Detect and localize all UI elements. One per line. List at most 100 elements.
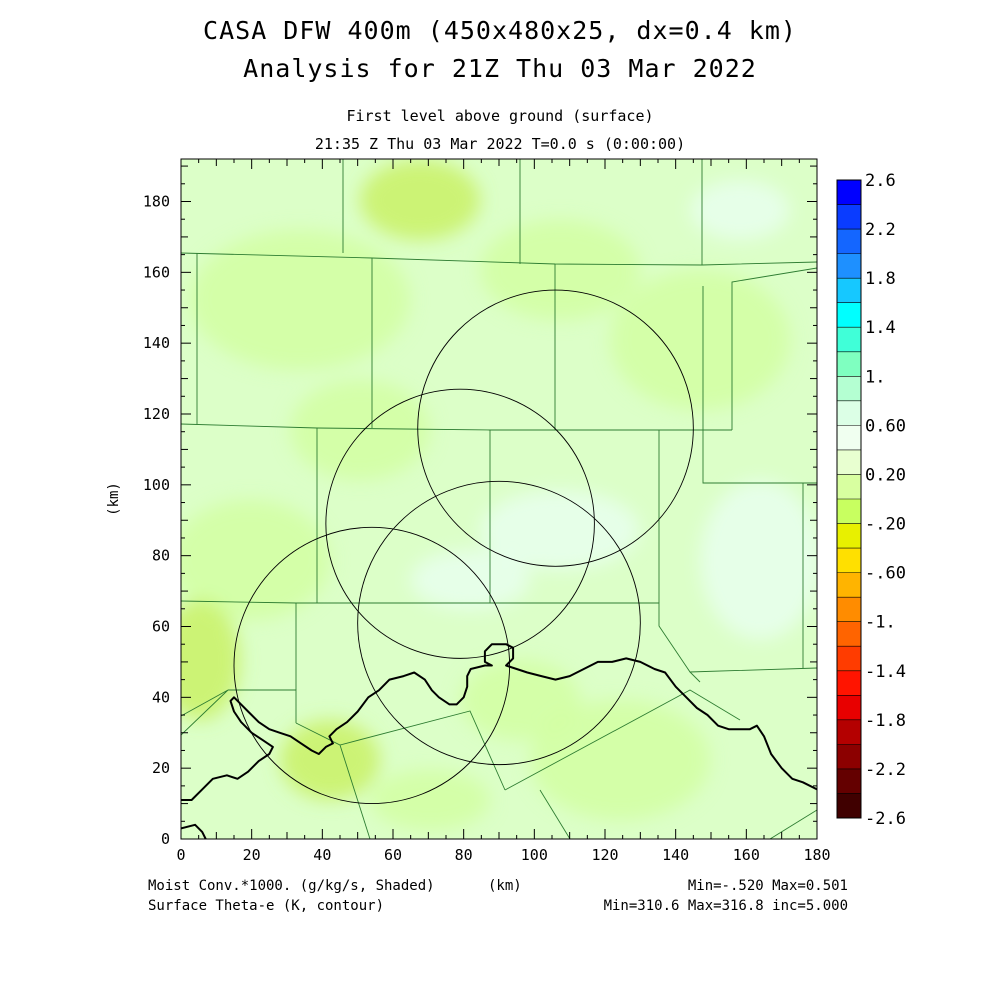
y-tick-label: 160 bbox=[143, 263, 170, 281]
county-line bbox=[702, 286, 817, 484]
colorbar-swatch bbox=[837, 695, 861, 721]
colorbar-label: 1. bbox=[865, 367, 885, 387]
colorbar-label: 1.4 bbox=[865, 318, 896, 338]
footer-field-label: Moist Conv.*1000. (g/kg/s, Shaded) bbox=[148, 878, 435, 894]
county-line bbox=[731, 267, 817, 430]
colorbar-swatch bbox=[837, 646, 861, 672]
shade-blob bbox=[410, 550, 530, 610]
colorbar-label: -2.6 bbox=[865, 809, 906, 829]
x-tick-label: 160 bbox=[733, 846, 760, 864]
radar-range-rings bbox=[233, 289, 694, 805]
colorbar-label: -1.8 bbox=[865, 711, 906, 731]
colorbar-swatch bbox=[837, 425, 861, 451]
county-line bbox=[504, 689, 741, 791]
shade-blob bbox=[460, 660, 580, 740]
colorbar-label: -2.2 bbox=[865, 760, 906, 780]
y-tick-label: 0 bbox=[161, 830, 170, 848]
shade-blob bbox=[700, 480, 817, 640]
y-axis: 0 20 40 60 80 100 120 140 160 180 bbox=[143, 165, 817, 848]
colorbar-swatch bbox=[837, 302, 861, 328]
colorbar-swatch bbox=[837, 768, 861, 794]
county-boundaries bbox=[181, 159, 817, 839]
theta-e-contour bbox=[181, 823, 207, 839]
colorbar-swatch bbox=[837, 499, 861, 525]
x-tick-label: 0 bbox=[176, 846, 185, 864]
y-tick-label: 80 bbox=[152, 547, 170, 565]
x-axis: 0 20 40 60 80 100 120 140 160 180 bbox=[176, 159, 831, 864]
county-line bbox=[539, 789, 571, 839]
x-tick-label: 40 bbox=[313, 846, 331, 864]
x-tick-label: 180 bbox=[803, 846, 830, 864]
colorbar-swatch bbox=[837, 180, 861, 206]
x-tick-label: 140 bbox=[662, 846, 689, 864]
colorbar: 2.6 2.2 1.8 1.4 1. 0.60 0.20 -.20 -.60 -1. -1.4 -1.… bbox=[836, 171, 906, 829]
shade-blob bbox=[360, 160, 480, 240]
y-tick-label: 20 bbox=[152, 759, 170, 777]
footer-field-range: Min=-.520 Max=0.501 bbox=[688, 878, 848, 894]
county-line bbox=[228, 689, 297, 723]
y-tick-label: 100 bbox=[143, 476, 170, 494]
shade-blob bbox=[610, 270, 790, 410]
shade-blob bbox=[370, 770, 490, 830]
colorbar-label: -.60 bbox=[865, 564, 906, 584]
shade-blob bbox=[480, 490, 640, 570]
colorbar-swatch bbox=[837, 621, 861, 647]
colorbar-swatch bbox=[837, 572, 861, 598]
shade-blob bbox=[181, 500, 330, 620]
colorbar-label: -1.4 bbox=[865, 662, 906, 682]
colorbar-label: -.20 bbox=[865, 515, 906, 535]
shade-blob bbox=[280, 720, 380, 800]
colorbar-swatch bbox=[837, 597, 861, 623]
county-line bbox=[295, 710, 506, 791]
y-tick-label: 140 bbox=[143, 334, 170, 352]
colorbar-swatch bbox=[837, 670, 861, 696]
county-line bbox=[181, 689, 229, 736]
shade-blob bbox=[530, 700, 710, 820]
x-tick-label: 20 bbox=[243, 846, 261, 864]
theta-e-contour bbox=[181, 643, 817, 801]
shade-blob bbox=[190, 230, 410, 370]
y-tick-label: 180 bbox=[143, 193, 170, 211]
colorbar-label: 1.8 bbox=[865, 269, 896, 289]
y-tick-label: 120 bbox=[143, 405, 170, 423]
radar-ring bbox=[233, 526, 511, 805]
chart-time-label: 21:35 Z Thu 03 Mar 2022 T=0.0 s (0:00:00… bbox=[314, 135, 686, 153]
colorbar-label: 2.6 bbox=[865, 171, 896, 191]
colorbar-swatch bbox=[837, 523, 861, 549]
y-tick-label: 60 bbox=[152, 618, 170, 636]
chart-subtitle: First level above ground (surface) bbox=[346, 107, 654, 125]
x-axis-label: (km) bbox=[488, 878, 522, 894]
colorbar-swatch bbox=[837, 719, 861, 745]
colorbar-label: 0.60 bbox=[865, 416, 906, 436]
radar-ring bbox=[325, 388, 595, 659]
colorbar-swatch bbox=[837, 744, 861, 770]
x-tick-label: 80 bbox=[455, 846, 473, 864]
county-line bbox=[181, 423, 732, 431]
y-tick-label: 40 bbox=[152, 688, 170, 706]
colorbar-swatch bbox=[837, 253, 861, 279]
field-shading bbox=[181, 160, 817, 830]
x-tick-label: 100 bbox=[521, 846, 548, 864]
colorbar-swatch bbox=[837, 449, 861, 475]
county-line bbox=[339, 744, 371, 839]
colorbar-swatch bbox=[837, 229, 861, 255]
theta-e-contours bbox=[181, 643, 817, 839]
radar-ring bbox=[417, 289, 694, 567]
colorbar-swatch bbox=[837, 204, 861, 230]
colorbar-swatch bbox=[837, 548, 861, 574]
colorbar-label: 2.2 bbox=[865, 220, 896, 240]
chart-title: CASA DFW 400m (450x480x25, dx=0.4 km) bbox=[203, 16, 797, 45]
colorbar-swatch bbox=[837, 278, 861, 304]
shade-blob bbox=[290, 380, 430, 480]
colorbar-swatch bbox=[837, 793, 861, 819]
colorbar-label: -1. bbox=[865, 613, 896, 633]
footer-contour-label: Surface Theta-e (K, contour) bbox=[148, 898, 384, 914]
radar-ring bbox=[357, 480, 641, 766]
colorbar-swatch bbox=[837, 327, 861, 353]
county-line bbox=[689, 671, 701, 683]
colorbar-label: 0.20 bbox=[865, 465, 906, 485]
colorbar-swatch bbox=[837, 474, 861, 500]
map-field bbox=[181, 159, 817, 839]
x-tick-label: 60 bbox=[384, 846, 402, 864]
